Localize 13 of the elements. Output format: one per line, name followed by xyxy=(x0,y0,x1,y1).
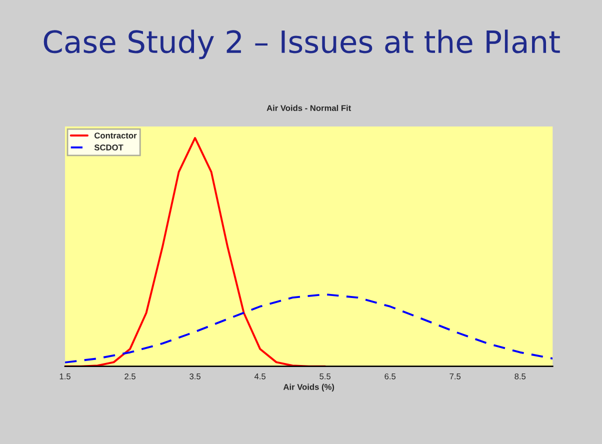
legend-label: SCDOT xyxy=(94,144,124,150)
x-axis-title: Air Voids (%) xyxy=(283,384,334,392)
x-tick-label: 1.5 xyxy=(60,374,70,380)
x-tick-label: 2.5 xyxy=(124,373,136,380)
x-tick-label: 3.5 xyxy=(190,373,200,380)
x-tick-label: 8.5 xyxy=(514,373,526,380)
x-tick-label: 6.5 xyxy=(384,373,396,380)
x-tick-label: 5.5 xyxy=(320,374,331,380)
chart-title: Case Study 2 – Issues at the Plant xyxy=(44,30,560,60)
x-tick-label: 7.5 xyxy=(450,374,461,380)
legend-label: Contractor xyxy=(94,132,137,138)
chart-subtitle: Air Voids - Normal Fit xyxy=(266,104,352,112)
x-tick-label: 4.5 xyxy=(254,374,266,380)
